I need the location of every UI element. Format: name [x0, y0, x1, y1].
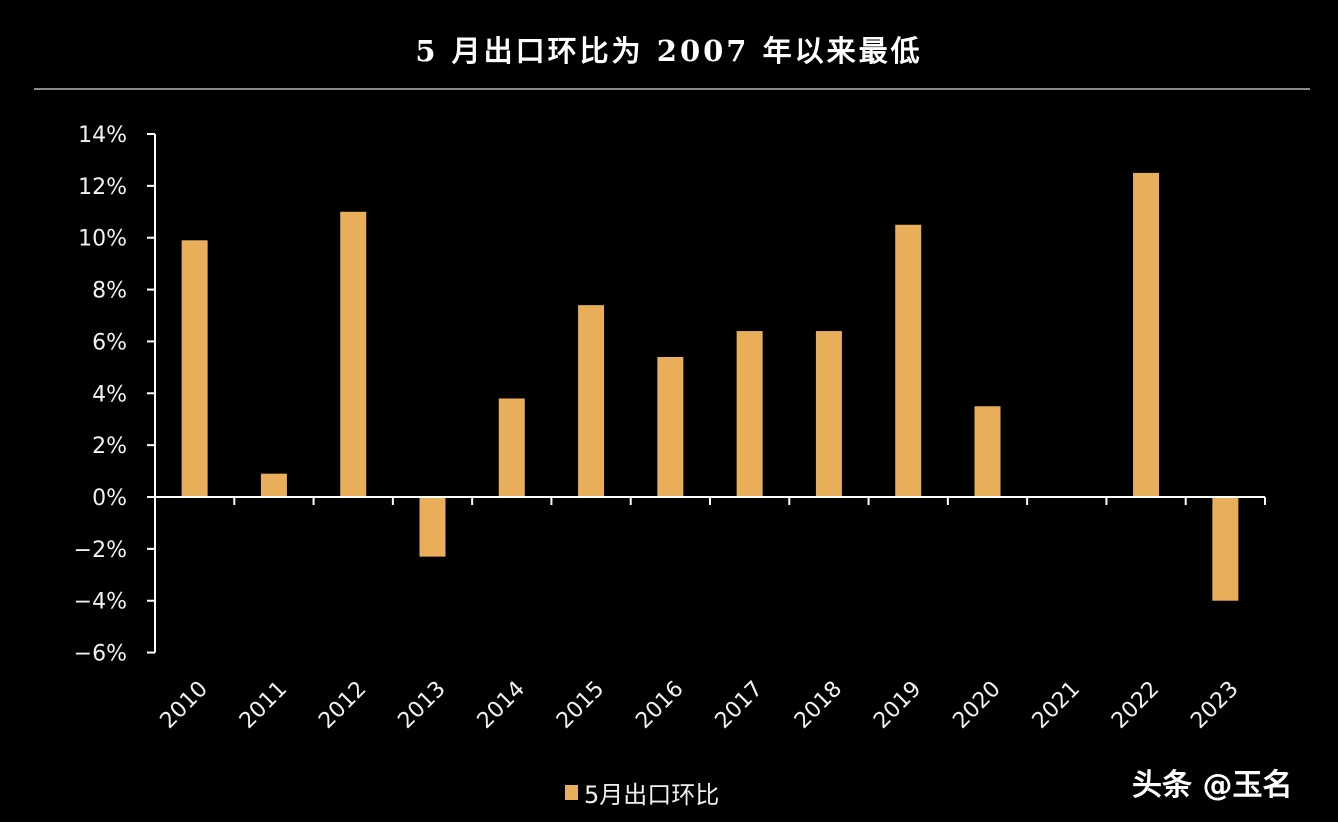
x-tick-label: 2017 [711, 677, 768, 734]
bar-2014 [498, 398, 525, 497]
y-tick-label: 14% [78, 123, 127, 148]
y-tick-label: −2% [74, 538, 127, 563]
x-tick-label: 2016 [631, 677, 688, 734]
bar-2011 [260, 473, 287, 497]
x-tick-label: 2019 [869, 677, 926, 734]
y-tick-label: 12% [78, 175, 127, 200]
legend-label: 5月出口环比 [584, 781, 720, 809]
bar-2013 [419, 497, 446, 557]
legend-swatch [565, 785, 578, 800]
legend: 5月出口环比 [565, 775, 719, 810]
bar-2015 [578, 305, 605, 497]
y-tick-label: 6% [92, 330, 127, 355]
bar-2023 [1212, 497, 1239, 601]
x-tick-label: 2013 [393, 677, 450, 734]
bar-2022 [1133, 172, 1160, 497]
x-tick-label: 2011 [235, 677, 292, 734]
x-tick-label: 2020 [948, 677, 1005, 734]
x-tick-label: 2023 [1186, 677, 1243, 734]
bar-2017 [736, 331, 763, 497]
x-tick-label: 2021 [1028, 677, 1085, 734]
watermark: 头条 @玉名 [1132, 768, 1293, 803]
bar-2012 [340, 211, 367, 498]
x-tick-label: 2015 [552, 677, 609, 734]
chart-title: 5 月出口环比为 2007 年以来最低 [415, 34, 923, 68]
y-tick-label: 8% [92, 279, 127, 304]
y-tick-label: 10% [78, 227, 127, 252]
bar-2010 [181, 240, 208, 498]
y-tick-label: 0% [92, 486, 127, 511]
x-tick-label: 2012 [314, 677, 371, 734]
title-divider [34, 88, 1310, 90]
bar-2019 [895, 224, 922, 497]
bar-2018 [815, 331, 842, 497]
x-tick-label: 2018 [790, 677, 847, 734]
y-tick-label: −6% [74, 642, 127, 667]
y-tick-label: −4% [74, 590, 127, 615]
x-tick-label: 2014 [473, 677, 530, 734]
x-tick-label: 2022 [1107, 677, 1164, 734]
y-tick-label: 2% [92, 434, 127, 459]
y-tick-label: 4% [92, 382, 127, 407]
bar-2016 [657, 356, 684, 497]
bar-2020 [974, 406, 1001, 497]
x-tick-label: 2010 [156, 677, 213, 734]
